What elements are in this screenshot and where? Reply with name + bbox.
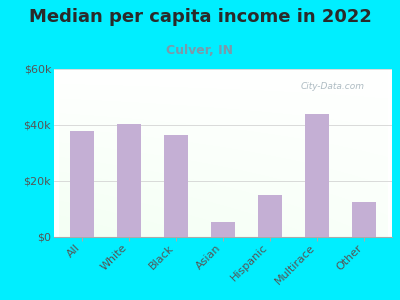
Text: City-Data.com: City-Data.com: [301, 82, 365, 91]
Bar: [211, 222, 235, 237]
Bar: [70, 130, 94, 237]
Bar: [117, 124, 141, 237]
Bar: [352, 202, 376, 237]
Bar: [164, 135, 188, 237]
Bar: [305, 114, 329, 237]
Bar: [258, 195, 282, 237]
Text: Median per capita income in 2022: Median per capita income in 2022: [28, 8, 372, 26]
Text: Culver, IN: Culver, IN: [166, 44, 234, 56]
